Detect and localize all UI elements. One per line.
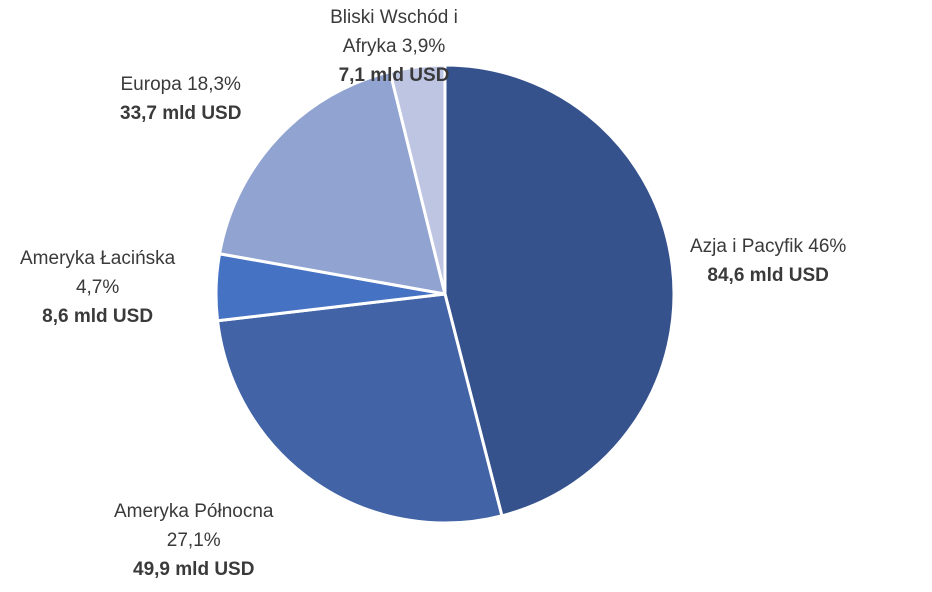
slice-value: 84,6 mld USD: [707, 265, 829, 286]
slice-percent: 18,3%: [187, 74, 241, 95]
pie-slice-azja-i-pacyfik: [443, 63, 676, 518]
data-label-europa: Europa 18,3% 33,7 mld USD: [120, 70, 241, 128]
pie-slices: [214, 63, 676, 525]
slice-label-name: Europa: [120, 74, 182, 95]
slice-label-name: Ameryka Łacińska: [20, 248, 176, 269]
slice-percent: 27,1%: [166, 530, 221, 551]
slice-value: 8,6 mld USD: [42, 306, 154, 327]
slice-value: 7,1 mld USD: [338, 65, 450, 86]
slice-percent: 4,7%: [75, 277, 120, 298]
slice-label-name: Bliski Wschód i Afryka: [330, 7, 458, 57]
data-label-azja-i-pacyfik: Azja i Pacyfik 46% 84,6 mld USD: [690, 232, 846, 290]
data-label-bliski-wschod-i-afryka: Bliski Wschód i Afryka 3,9% 7,1 mld USD: [314, 3, 474, 90]
slice-value: 49,9 mld USD: [133, 559, 255, 580]
slice-percent: 46%: [808, 236, 847, 257]
pie-slice-bliski-wschód-i-afryka: [388, 63, 447, 296]
data-label-ameryka-lacinska: Ameryka Łacińska 4,7% 8,6 mld USD: [20, 244, 175, 331]
pie-slice-ameryka-północna: [216, 292, 504, 525]
data-label-ameryka-polnocna: Ameryka Północna 27,1% 49,9 mld USD: [114, 497, 273, 584]
slice-percent: 3,9%: [401, 36, 446, 57]
slice-label-name: Azja i Pacyfik: [690, 236, 803, 257]
slice-label-name: Ameryka Północna: [114, 501, 274, 522]
slice-value: 33,7 mld USD: [120, 103, 242, 124]
pie-slice-europa: [218, 70, 447, 296]
